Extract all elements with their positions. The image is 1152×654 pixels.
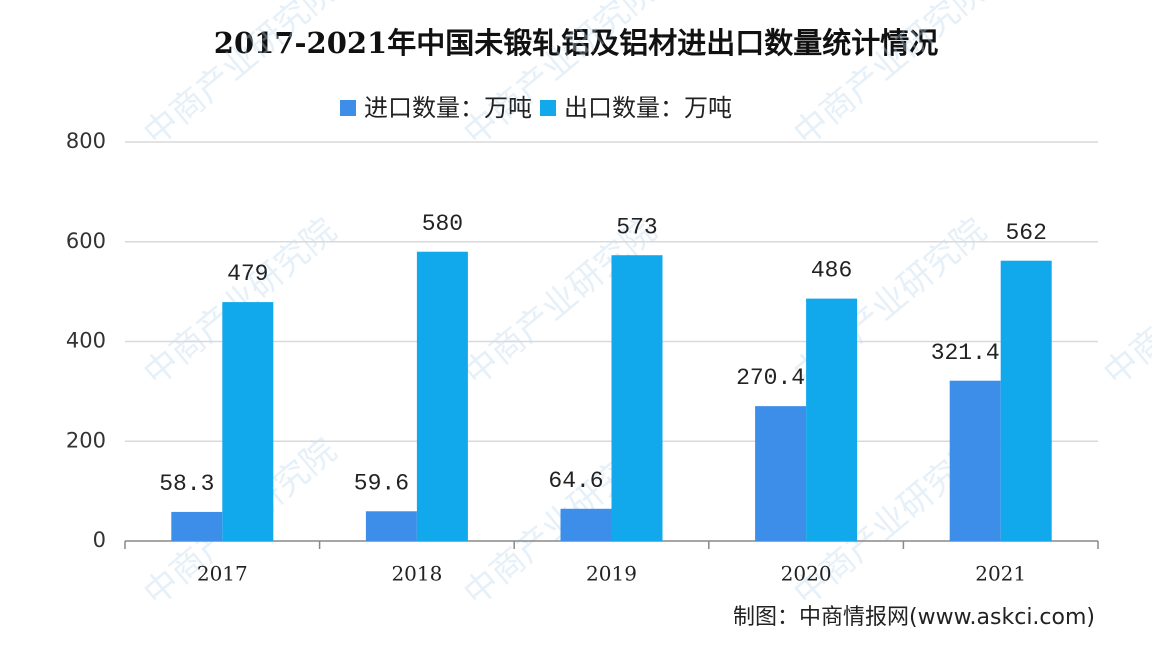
data-label: 321.4 <box>931 340 1000 366</box>
bar <box>171 511 223 541</box>
bar <box>1000 260 1052 541</box>
data-label: 562 <box>1005 220 1046 246</box>
bar <box>365 511 417 541</box>
data-label: 64.6 <box>548 468 603 494</box>
data-label: 58.3 <box>159 471 214 497</box>
x-tick-label: 2019 <box>586 562 637 586</box>
legend-swatch <box>340 100 356 116</box>
source-note: 制图：中商情报网(www.askci.com) <box>733 605 1095 630</box>
x-tick-label: 2018 <box>391 562 442 586</box>
data-label: 479 <box>227 261 268 287</box>
data-label: 486 <box>811 258 852 284</box>
data-label: 573 <box>616 214 657 240</box>
bar <box>611 255 663 541</box>
y-tick-label: 0 <box>93 528 106 552</box>
y-tick-label: 800 <box>66 129 106 153</box>
data-label: 270.4 <box>736 365 805 391</box>
bar <box>560 508 612 541</box>
bar <box>949 380 1001 541</box>
legend-label: 进口数量：万吨 <box>364 94 532 122</box>
chart-title: 2017-2021年中国未锻轧铝及铝材进出口数量统计情况 <box>214 26 938 60</box>
data-label: 59.6 <box>354 470 409 496</box>
data-label: 580 <box>422 211 463 237</box>
bar <box>416 251 468 541</box>
y-tick-label: 600 <box>66 229 106 253</box>
x-tick-label: 2020 <box>781 562 832 586</box>
y-tick-label: 200 <box>66 428 106 452</box>
x-tick-label: 2021 <box>975 562 1026 586</box>
x-tick-label: 2017 <box>197 562 248 586</box>
legend-label: 出口数量：万吨 <box>564 94 732 122</box>
bar <box>755 406 807 541</box>
bar <box>222 302 274 541</box>
bar <box>806 298 858 541</box>
y-tick-label: 400 <box>66 329 106 353</box>
legend-swatch <box>540 100 556 116</box>
